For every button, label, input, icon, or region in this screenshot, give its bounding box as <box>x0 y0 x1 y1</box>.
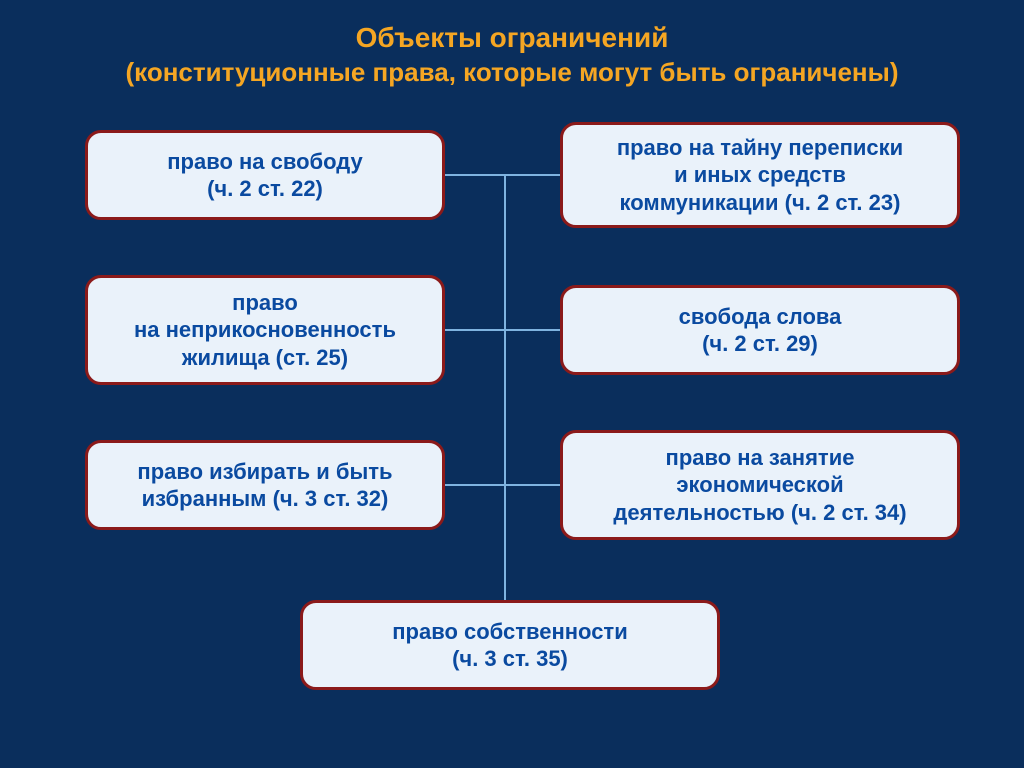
node-label: свобода слова(ч. 2 ст. 29) <box>679 303 842 358</box>
node-n6: право на занятиеэкономическойдеятельност… <box>560 430 960 540</box>
node-n2: право на тайну перепискии иных средствко… <box>560 122 960 228</box>
node-n3: правона неприкосновенностьжилища (ст. 25… <box>85 275 445 385</box>
node-label: правона неприкосновенностьжилища (ст. 25… <box>134 289 396 372</box>
node-label: право на свободу(ч. 2 ст. 22) <box>167 148 363 203</box>
title-block: Объекты ограничений (конституционные пра… <box>0 20 1024 90</box>
title-line2: (конституционные права, которые могут бы… <box>0 56 1024 90</box>
node-n7: право собственности(ч. 3 ст. 35) <box>300 600 720 690</box>
node-n5: право избирать и бытьизбранным (ч. 3 ст.… <box>85 440 445 530</box>
node-n1: право на свободу(ч. 2 ст. 22) <box>85 130 445 220</box>
node-label: право на тайну перепискии иных средствко… <box>617 134 903 217</box>
node-label: право собственности(ч. 3 ст. 35) <box>392 618 627 673</box>
node-label: право на занятиеэкономическойдеятельност… <box>613 444 906 527</box>
node-label: право избирать и бытьизбранным (ч. 3 ст.… <box>137 458 392 513</box>
title-line1: Объекты ограничений <box>0 20 1024 56</box>
node-n4: свобода слова(ч. 2 ст. 29) <box>560 285 960 375</box>
